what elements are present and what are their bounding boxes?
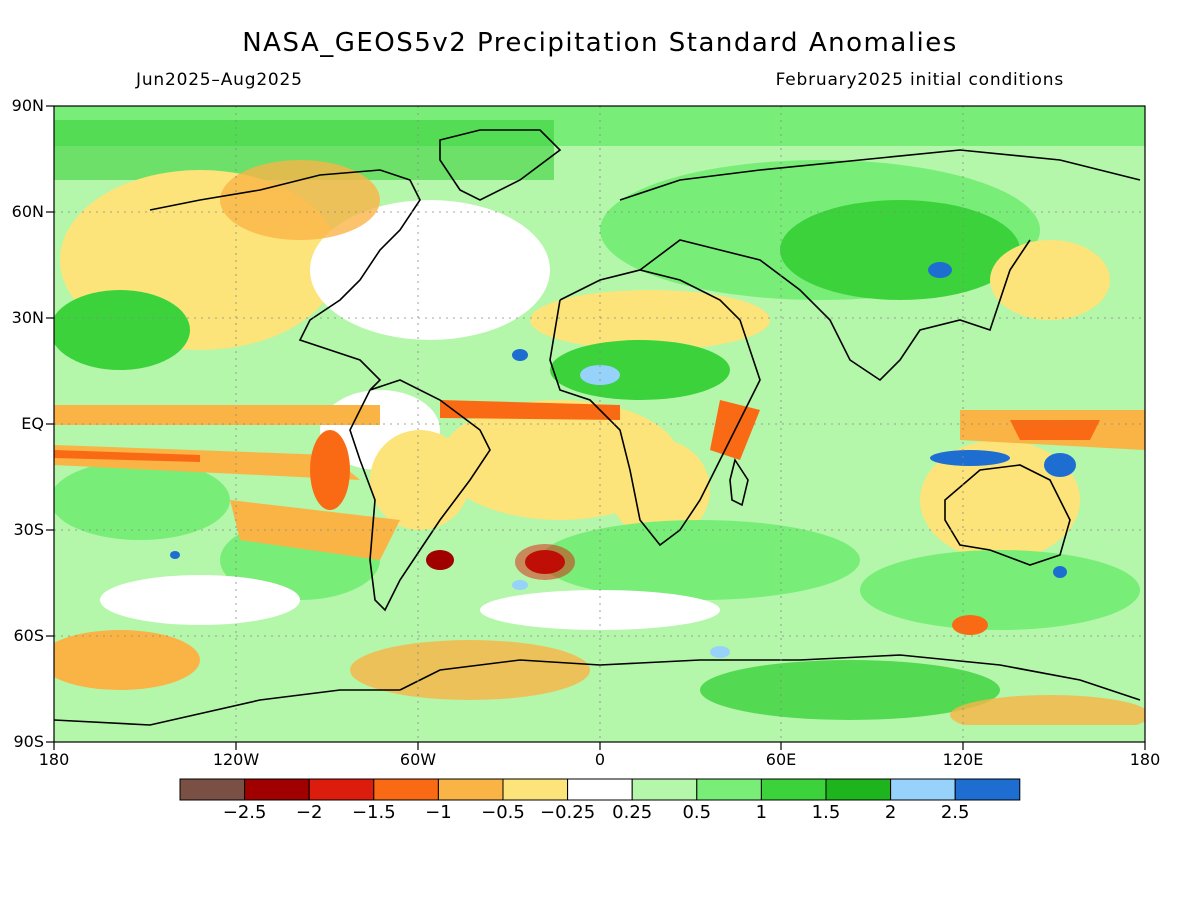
colorbar-label: 1.5 <box>811 802 841 823</box>
lat-label-30n: 30N <box>11 308 44 327</box>
colorbar-swatch <box>567 778 633 801</box>
season-label: Jun2025–Aug2025 <box>136 70 303 90</box>
colorbar-swatch <box>825 778 892 801</box>
colorbar-swatch <box>244 778 310 801</box>
lon-label-60w: 60W <box>399 750 437 769</box>
colorbar-label: 0.25 <box>612 802 653 823</box>
colorbar-label: 2 <box>884 802 897 823</box>
lat-label-60n: 60N <box>11 202 44 221</box>
lon-label-0: 0 <box>594 750 606 769</box>
lat-label-eq: EQ <box>21 414 44 433</box>
initial-conditions-label: February2025 initial conditions <box>775 70 1064 90</box>
colorbar-label: 0.5 <box>682 802 712 823</box>
colorbar-label: −1.5 <box>351 802 396 823</box>
colorbar-swatch <box>760 778 827 801</box>
colorbar-swatch <box>954 778 1021 801</box>
coastlines <box>54 129 1141 726</box>
colorbar-label: 1 <box>755 802 768 823</box>
colorbar-label: −2.5 <box>222 802 267 823</box>
lat-label-30s: 30S <box>13 520 44 539</box>
graticule <box>54 106 1145 742</box>
axis-ticks <box>46 105 1146 750</box>
colorbar-label: −0.5 <box>481 802 525 823</box>
colorbar-swatch <box>696 778 762 801</box>
colorbar-swatch <box>437 778 504 801</box>
colorbar-swatch <box>179 778 246 801</box>
map-title: NASA_GEOS5v2 Precipitation Standard Anom… <box>242 28 958 58</box>
lon-label-60e: 60E <box>765 750 797 769</box>
colorbar-swatch <box>890 778 956 801</box>
colorbar-label: −0.25 <box>540 802 596 823</box>
lat-label-60s: 60S <box>13 626 44 645</box>
lon-label-180e: 180 <box>1129 750 1161 769</box>
lon-label-180w: 180 <box>38 750 70 769</box>
colorbar-swatch <box>631 778 698 801</box>
colorbar-label: −2 <box>295 802 323 823</box>
lat-label-90n: 90N <box>11 96 44 115</box>
lon-label-120e: 120E <box>942 750 984 769</box>
colorbar-swatch <box>308 778 375 801</box>
colorbar-swatch <box>502 778 569 801</box>
lat-label-90s: 90S <box>13 732 44 751</box>
colorbar-swatch <box>373 778 439 801</box>
colorbar-label: −1 <box>425 802 452 823</box>
lon-label-120w: 120W <box>212 750 260 769</box>
colorbar-label: 2.5 <box>940 802 970 823</box>
